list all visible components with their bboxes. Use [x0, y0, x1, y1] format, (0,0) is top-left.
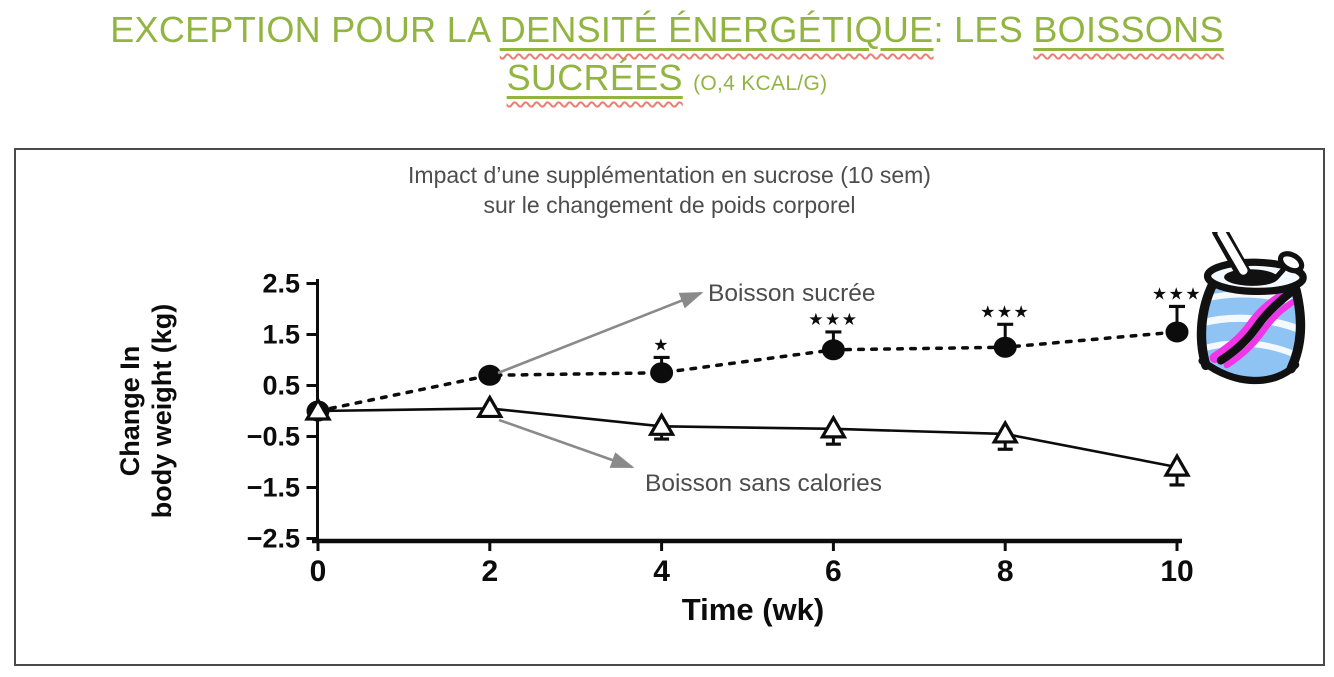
significance-stars: ★ [653, 335, 670, 354]
soda-can-icon [1196, 232, 1307, 385]
x-tick-label: 6 [825, 555, 842, 588]
can-outline [1196, 273, 1306, 385]
can-tab-icon [1273, 251, 1305, 281]
significance-stars: ★★★ [980, 302, 1030, 321]
y-tick-label: 1.5 [262, 320, 300, 350]
title-underlined-text: SUCRÉES [506, 56, 683, 98]
annotation-boisson-sucree: Boisson sucrée [497, 280, 876, 375]
x-axis-title: Time (wk) [682, 592, 824, 627]
figure-title: Impact d’une supplémentation en sucrose … [16, 160, 1323, 221]
y-tick-label: −2.5 [247, 524, 300, 554]
x-tick-label: 2 [481, 555, 498, 588]
axes [306, 279, 1182, 551]
title-underlined-text: BOISSONS [1033, 9, 1224, 50]
y-tick-label: 0.5 [262, 371, 300, 401]
data-point-open-triangle [819, 414, 848, 439]
title-text: : LES [933, 9, 1034, 50]
significance-stars: ★★★ [808, 310, 858, 329]
y-tick-label: 2.5 [262, 269, 300, 299]
y-axis-title: Change In body weight (kg) [115, 304, 177, 518]
x-tick-label: 10 [1160, 555, 1193, 588]
y-tick-label: −1.5 [247, 473, 300, 503]
title-text [683, 57, 693, 98]
data-point-filled-circle [993, 336, 1017, 358]
figure-title-line2: sur le changement de poids corporel [483, 192, 856, 219]
data-point-open-triangle [1163, 452, 1191, 477]
series-boisson-sans-calories [304, 394, 1191, 487]
data-point-filled-circle [1165, 321, 1189, 343]
straw-icon [1211, 232, 1251, 281]
data-point-filled-circle [650, 362, 674, 384]
data-point-filled-circle [478, 364, 502, 386]
slide-title-line: SUCRÉES (O,4 KCAL/G) [0, 54, 1334, 102]
slide-title-line: EXCEPTION POUR LA DENSITÉ ÉNERGÉTIQUE: L… [0, 6, 1334, 54]
title-text: EXCEPTION POUR LA [110, 9, 500, 50]
data-point-open-triangle [476, 394, 504, 419]
data-point-open-triangle [991, 419, 1019, 444]
data-point-open-triangle [647, 412, 676, 436]
svg-text:body weight (kg): body weight (kg) [147, 304, 177, 518]
y-tick-label: −0.5 [247, 422, 300, 452]
axis-labels: 2.5 1.5 0.5 −0.5 −1.5 −2.5 0 2 4 6 8 10 Time (wk) Cha… [115, 269, 1194, 628]
figure-title-line1: Impact d’une supplémentation en sucrose … [408, 162, 931, 188]
annotation-label: Boisson sucrée [708, 280, 876, 307]
x-tick-label: 4 [653, 555, 670, 588]
significance-stars: ★★★ [1152, 284, 1202, 303]
title-text: (O,4 KCAL/G) [693, 71, 828, 95]
weight-change-chart: 2.5 1.5 0.5 −0.5 −1.5 −2.5 0 2 4 6 8 10 Time (wk) Cha… [115, 269, 1202, 628]
x-tick-label: 8 [997, 555, 1014, 588]
slide-title: EXCEPTION POUR LA DENSITÉ ÉNERGÉTIQUE: L… [0, 6, 1334, 102]
annotation-label: Boisson sans calories [645, 470, 882, 497]
can-black-swoosh [1216, 287, 1296, 365]
svg-text:Change In: Change In [115, 346, 145, 477]
x-tick-label: 0 [310, 555, 327, 588]
annotation-arrow [497, 291, 704, 375]
annotation-arrow [498, 418, 635, 469]
title-underlined-text: DENSITÉ ÉNERGÉTIQUE [499, 9, 934, 50]
soda-can-clipart [1196, 232, 1307, 385]
figure-frame: 2.5 1.5 0.5 −0.5 −1.5 −2.5 0 2 4 6 8 10 Time (wk) Cha… [14, 148, 1325, 666]
annotation-boisson-sans-calories: Boisson sans calories [498, 418, 882, 497]
data-point-open-triangle [304, 396, 332, 421]
data-point-filled-circle [821, 339, 845, 361]
